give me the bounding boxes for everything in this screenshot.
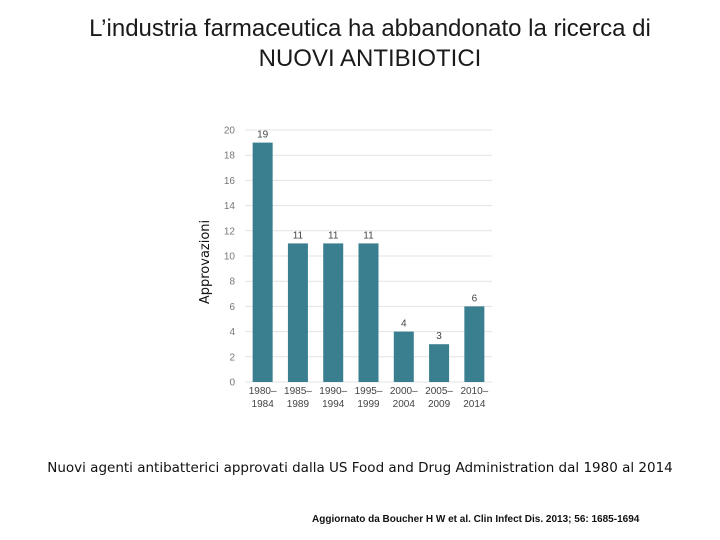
data-label: 11 <box>293 230 304 241</box>
x-tick-label: 1984 <box>252 399 275 410</box>
chart-caption: Nuovi agenti antibatterici approvati dal… <box>47 460 673 476</box>
bar <box>323 243 344 382</box>
source-citation: Aggiornato da Boucher H W et al. Clin In… <box>312 514 640 525</box>
x-tick-label: 1995– <box>355 386 383 397</box>
y-tick-label: 6 <box>229 302 235 313</box>
bar-chart: 0 2 4 6 8 10 12 14 16 18 20 19 1980– 1984 11 1985– 1989 1… <box>198 126 492 411</box>
bar <box>393 331 414 382</box>
data-label: 3 <box>436 331 442 342</box>
x-tick-label: 2010– <box>460 386 488 397</box>
x-tick-label: 2005– <box>425 386 453 397</box>
x-tick-label: 1990– <box>319 386 347 397</box>
bar <box>252 142 273 382</box>
labels: 0 2 4 6 8 10 12 14 16 18 20 19 1980– 1984 11 1985– 1989 1… <box>224 126 489 411</box>
title-line-2: NUOVI ANTIBIOTICI <box>258 45 482 72</box>
x-tick-label: 2004 <box>393 399 416 410</box>
x-tick-label: 1999 <box>357 399 380 410</box>
y-tick-label: 18 <box>224 151 236 162</box>
bar <box>429 344 450 382</box>
data-label: 19 <box>257 130 269 141</box>
x-tick-label: 2009 <box>428 399 451 410</box>
y-tick-label: 14 <box>224 201 236 212</box>
title-line-1: L’industria farmaceutica ha abbandonato … <box>89 15 651 42</box>
x-tick-label: 1989 <box>287 399 310 410</box>
bar <box>287 243 308 382</box>
data-label: 6 <box>472 293 478 304</box>
y-tick-label: 2 <box>229 352 235 363</box>
x-tick-label: 1994 <box>322 399 345 410</box>
y-tick-label: 8 <box>229 277 235 288</box>
y-tick-label: 12 <box>224 226 236 237</box>
y-tick-label: 10 <box>224 252 236 263</box>
y-axis-label: Approvazioni <box>198 220 213 304</box>
data-label: 11 <box>363 230 374 241</box>
bar <box>358 243 379 382</box>
data-label: 4 <box>401 319 407 330</box>
bars <box>252 142 485 382</box>
x-tick-label: 1980– <box>249 386 277 397</box>
y-tick-label: 16 <box>224 176 236 187</box>
data-label: 11 <box>328 230 339 241</box>
x-tick-label: 2000– <box>390 386 418 397</box>
y-tick-label: 20 <box>224 126 236 137</box>
x-tick-label: 1985– <box>284 386 312 397</box>
y-tick-label: 0 <box>229 378 235 389</box>
y-tick-label: 4 <box>229 327 235 338</box>
x-tick-label: 2014 <box>463 399 486 410</box>
slide-title: L’industria farmaceutica ha abbandonato … <box>20 14 720 74</box>
bar <box>464 306 485 382</box>
